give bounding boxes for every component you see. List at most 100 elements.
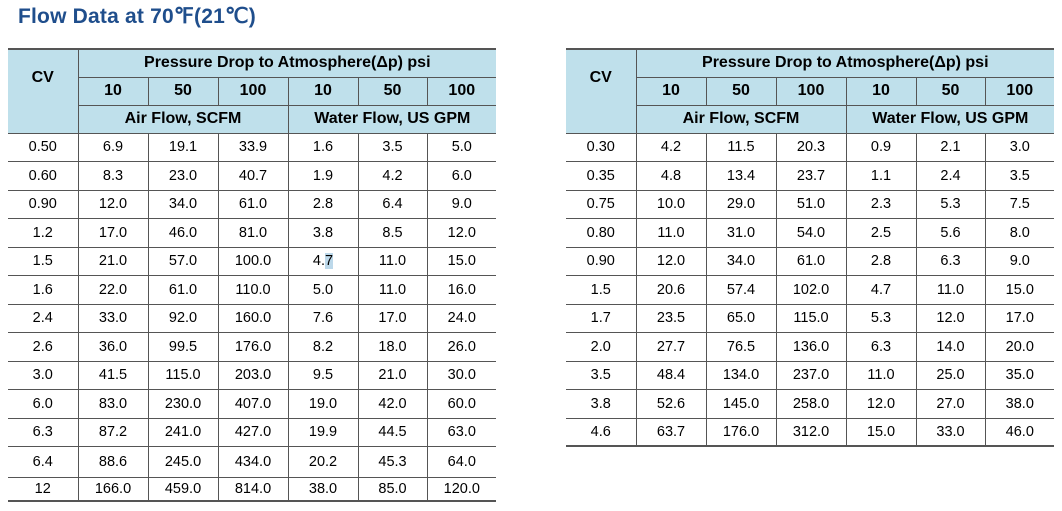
table-cell: 83.0 <box>78 389 149 419</box>
psi-header: 100 <box>427 77 497 106</box>
cv-cell: 3.8 <box>566 389 637 419</box>
table-cell: 110.0 <box>218 275 289 305</box>
table-row: 1.5 21.0 57.0 100.0 4.7 11.0 15.0 <box>8 247 497 276</box>
table-cell: 26.0 <box>427 332 497 362</box>
table-cell: 115.0 <box>148 361 219 390</box>
psi-header: 50 <box>358 77 428 106</box>
cv-cell: 0.90 <box>8 190 79 219</box>
table-row: 0.50 6.9 19.1 33.9 1.6 3.5 5.0 <box>8 133 497 162</box>
table-cell: 16.0 <box>427 275 497 305</box>
table-cell: 17.0 <box>985 304 1055 333</box>
table-cell: 3.0 <box>985 133 1055 162</box>
cv-cell: 6.4 <box>8 446 79 478</box>
table-row: 0.60 8.3 23.0 40.7 1.9 4.2 6.0 <box>8 161 497 191</box>
table-cell: 63.7 <box>636 418 707 447</box>
table-cell: 19.0 <box>288 389 359 419</box>
table-row: 3.8 52.6 145.0 258.0 12.0 27.0 38.0 <box>566 389 1055 419</box>
psi-header: 100 <box>985 77 1055 106</box>
table-cell: 9.0 <box>427 190 497 219</box>
table-cell: 34.0 <box>148 190 219 219</box>
table-cell: 100.0 <box>218 247 289 276</box>
table-cell: 6.0 <box>427 161 497 191</box>
table-cell: 88.6 <box>78 446 149 478</box>
table-cell: 61.0 <box>218 190 289 219</box>
table-cell: 8.2 <box>288 332 359 362</box>
table-cell: 2.3 <box>846 190 917 219</box>
table-cell: 27.0 <box>916 389 986 419</box>
table-cell: 4.2 <box>358 161 428 191</box>
table-cell: 22.0 <box>78 275 149 305</box>
cv-cell: 0.75 <box>566 190 637 219</box>
table-cell: 63.0 <box>427 418 497 447</box>
table-cell: 57.0 <box>148 247 219 276</box>
cv-cell: 1.2 <box>8 218 79 248</box>
table-cell: 2.8 <box>288 190 359 219</box>
table-cell: 160.0 <box>218 304 289 333</box>
cv-cell: 0.90 <box>566 247 637 276</box>
table-cell: 8.3 <box>78 161 149 191</box>
table-cell: 42.0 <box>358 389 428 419</box>
table-cell: 23.0 <box>148 161 219 191</box>
table-cell: 21.0 <box>358 361 428 390</box>
table-cell: 65.0 <box>706 304 777 333</box>
psi-header: 50 <box>706 77 777 106</box>
table-cell: 459.0 <box>148 477 219 502</box>
table-cell: 427.0 <box>218 418 289 447</box>
table-cell: 6.3 <box>846 332 917 362</box>
table-cell: 5.3 <box>916 190 986 219</box>
table-cell: 15.0 <box>427 247 497 276</box>
table-cell: 407.0 <box>218 389 289 419</box>
table-cell: 11.0 <box>846 361 917 390</box>
table-cell: 145.0 <box>706 389 777 419</box>
table-cell: 38.0 <box>288 477 359 502</box>
cv-cell: 1.5 <box>566 275 637 305</box>
table-cell: 5.6 <box>916 218 986 248</box>
psi-header: 100 <box>776 77 847 106</box>
flow-table-right: CV Pressure Drop to Atmosphere(Δp) psi 1… <box>566 48 1055 447</box>
table-cell: 45.3 <box>358 446 428 478</box>
table-cell: 5.0 <box>427 133 497 162</box>
table-cell: 35.0 <box>985 361 1055 390</box>
table-cell: 20.0 <box>985 332 1055 362</box>
table-cell: 92.0 <box>148 304 219 333</box>
table-cell: 19.9 <box>288 418 359 447</box>
table-cell: 20.3 <box>776 133 847 162</box>
table-row: 1.7 23.5 65.0 115.0 5.3 12.0 17.0 <box>566 304 1055 333</box>
table-cell: 115.0 <box>776 304 847 333</box>
table-cell: 5.0 <box>288 275 359 305</box>
cv-cell: 2.4 <box>8 304 79 333</box>
table-cell: 14.0 <box>916 332 986 362</box>
table-row: 2.6 36.0 99.5 176.0 8.2 18.0 26.0 <box>8 332 497 362</box>
table-cell: 814.0 <box>218 477 289 502</box>
table-cell: 7.5 <box>985 190 1055 219</box>
table-cell: 36.0 <box>78 332 149 362</box>
table-cell: 19.1 <box>148 133 219 162</box>
cv-cell: 0.30 <box>566 133 637 162</box>
table-cell: 176.0 <box>706 418 777 447</box>
table-cell: 46.0 <box>148 218 219 248</box>
table-cell: 18.0 <box>358 332 428 362</box>
table-cell: 64.0 <box>427 446 497 478</box>
air-flow-header: Air Flow, SCFM <box>78 105 289 134</box>
table-row: 0.80 11.0 31.0 54.0 2.5 5.6 8.0 <box>566 218 1055 248</box>
table-row: 2.0 27.7 76.5 136.0 6.3 14.0 20.0 <box>566 332 1055 362</box>
psi-header: 50 <box>916 77 986 106</box>
cv-cell: 1.6 <box>8 275 79 305</box>
table-cell: 40.7 <box>218 161 289 191</box>
table-cell: 31.0 <box>706 218 777 248</box>
flow-table-left: CV Pressure Drop to Atmosphere(Δp) psi 1… <box>8 48 497 502</box>
table-row: 3.5 48.4 134.0 237.0 11.0 25.0 35.0 <box>566 361 1055 390</box>
table-cell: 17.0 <box>358 304 428 333</box>
table-cell: 134.0 <box>706 361 777 390</box>
table-cell: 13.4 <box>706 161 777 191</box>
table-cell: 29.0 <box>706 190 777 219</box>
cv-cell: 6.0 <box>8 389 79 419</box>
table-row: 6.4 88.6 245.0 434.0 20.2 45.3 64.0 <box>8 446 497 478</box>
table-cell: 11.0 <box>358 247 428 276</box>
table-cell: 12.0 <box>916 304 986 333</box>
table-cell: 23.5 <box>636 304 707 333</box>
table-cell: 57.4 <box>706 275 777 305</box>
table-cell: 9.0 <box>985 247 1055 276</box>
cv-header-spacer <box>566 105 637 134</box>
table-cell: 136.0 <box>776 332 847 362</box>
